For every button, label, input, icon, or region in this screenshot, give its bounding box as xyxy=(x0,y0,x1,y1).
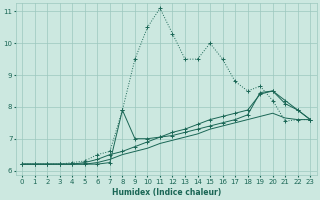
X-axis label: Humidex (Indice chaleur): Humidex (Indice chaleur) xyxy=(112,188,221,197)
